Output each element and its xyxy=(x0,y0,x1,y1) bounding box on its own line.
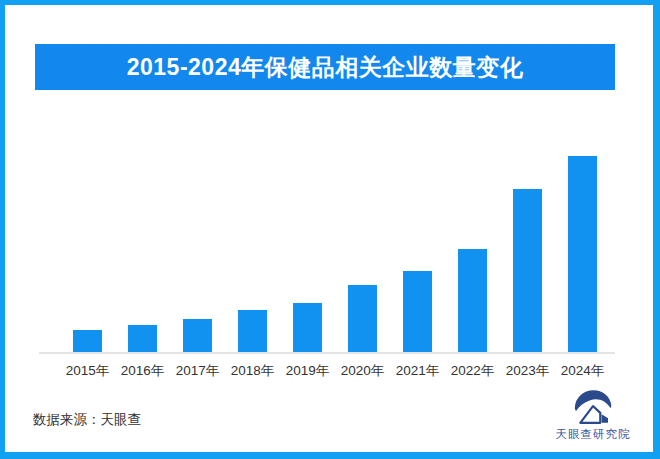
x-tick-label: 2018年 xyxy=(225,362,280,380)
x-tick-label: 2023年 xyxy=(500,362,555,380)
x-tick-label: 2019年 xyxy=(280,362,335,380)
bar-2024年 xyxy=(568,156,597,352)
bar-2021年 xyxy=(403,271,432,352)
x-axis-labels: 2015年2016年2017年2018年2019年2020年2021年2022年… xyxy=(60,362,610,380)
x-tick-label: 2020年 xyxy=(335,362,390,380)
x-tick-label: 2017年 xyxy=(170,362,225,380)
bar-column xyxy=(225,156,280,352)
bar-2022年 xyxy=(458,249,487,352)
bar-column xyxy=(170,156,225,352)
x-tick-label: 2015年 xyxy=(60,362,115,380)
bar-2016年 xyxy=(128,325,157,352)
title-banner: 2015-2024年保健品相关企业数量变化 xyxy=(35,44,615,90)
bar-2020年 xyxy=(348,285,377,352)
bar-2017年 xyxy=(183,319,212,352)
bar-column xyxy=(335,156,390,352)
bar-column xyxy=(60,156,115,352)
bar-column xyxy=(280,156,335,352)
bar-column xyxy=(390,156,445,352)
bar-column xyxy=(445,156,500,352)
data-source-note: 数据来源：天眼查 xyxy=(33,411,141,429)
x-tick-label: 2022年 xyxy=(445,362,500,380)
bar-chart-plot-area xyxy=(60,156,610,352)
bar-2019年 xyxy=(293,303,322,352)
bar-column xyxy=(500,156,555,352)
x-tick-label: 2016年 xyxy=(115,362,170,380)
bar-column xyxy=(115,156,170,352)
publisher-logo: 天眼查研究院 xyxy=(551,388,635,442)
tianyancha-logo-icon xyxy=(573,388,613,425)
x-tick-label: 2024年 xyxy=(555,362,610,380)
chart-title: 2015-2024年保健品相关企业数量变化 xyxy=(127,52,524,83)
x-axis-line xyxy=(39,352,615,354)
bar-2023年 xyxy=(513,189,542,352)
publisher-logo-text: 天眼查研究院 xyxy=(556,427,631,442)
infographic-frame: 2015-2024年保健品相关企业数量变化 2015年2016年2017年201… xyxy=(0,0,660,459)
bar-2015年 xyxy=(73,330,102,352)
bar-2018年 xyxy=(238,310,267,352)
bar-column xyxy=(555,156,610,352)
x-tick-label: 2021年 xyxy=(390,362,445,380)
